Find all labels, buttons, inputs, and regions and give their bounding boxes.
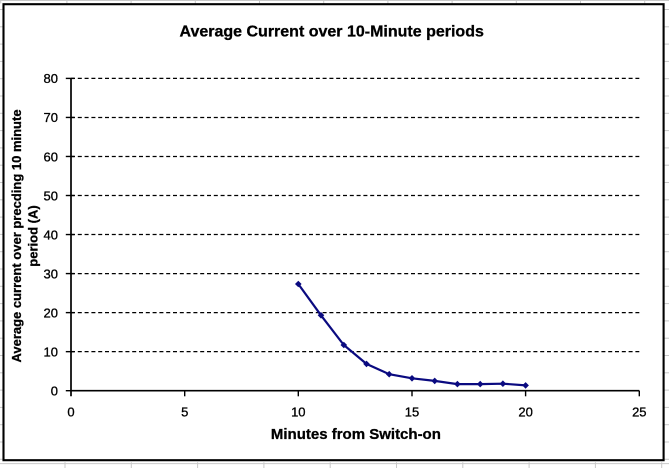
svg-text:Average Current over 10-Minute: Average Current over 10-Minute periods bbox=[180, 24, 484, 41]
svg-text:0: 0 bbox=[67, 405, 74, 420]
svg-text:25: 25 bbox=[632, 405, 646, 420]
svg-text:40: 40 bbox=[44, 227, 58, 242]
svg-text:15: 15 bbox=[405, 405, 419, 420]
svg-text:60: 60 bbox=[44, 149, 58, 164]
svg-text:period (A): period (A) bbox=[25, 205, 40, 266]
svg-text:30: 30 bbox=[44, 266, 58, 281]
svg-text:10: 10 bbox=[291, 405, 305, 420]
svg-text:0: 0 bbox=[51, 384, 58, 399]
svg-text:Average current over precding: Average current over precding 10 minute bbox=[9, 109, 24, 362]
svg-text:20: 20 bbox=[44, 305, 58, 320]
svg-text:Minutes from Switch-on: Minutes from Switch-on bbox=[271, 426, 441, 443]
svg-text:5: 5 bbox=[181, 405, 188, 420]
svg-text:20: 20 bbox=[518, 405, 532, 420]
svg-text:50: 50 bbox=[44, 188, 58, 203]
svg-text:10: 10 bbox=[44, 345, 58, 360]
svg-text:80: 80 bbox=[44, 71, 58, 86]
svg-text:70: 70 bbox=[44, 110, 58, 125]
